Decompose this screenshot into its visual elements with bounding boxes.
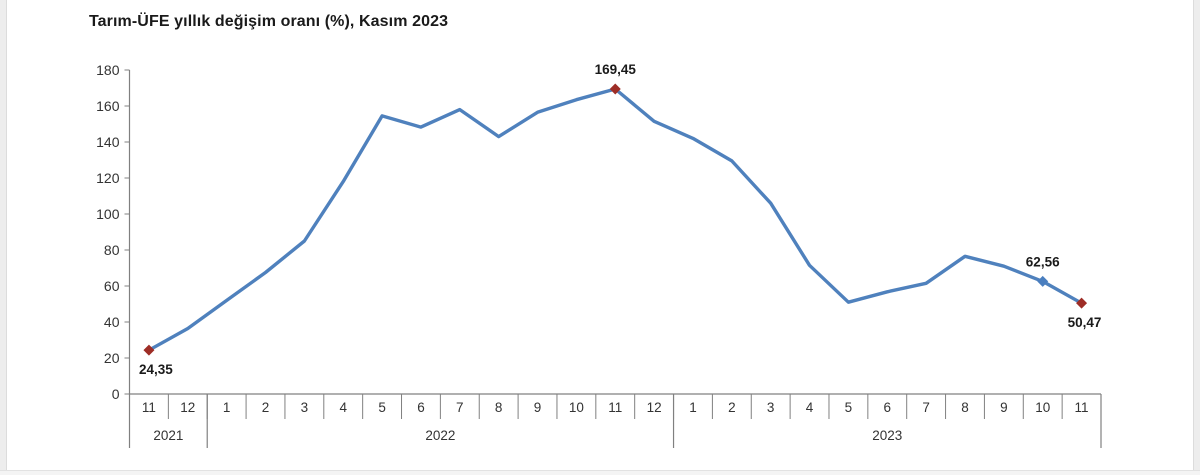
month-tick-label: 7: [456, 400, 464, 415]
y-tick-label: 40: [104, 314, 120, 330]
month-tick-label: 11: [608, 400, 622, 415]
month-tick-label: 12: [180, 400, 195, 415]
month-tick-label: 11: [1075, 400, 1089, 415]
month-tick-label: 5: [845, 400, 853, 415]
y-tick-label: 120: [96, 170, 120, 186]
year-label: 2021: [153, 428, 183, 443]
month-tick-label: 9: [1000, 400, 1008, 415]
y-tick-label: 160: [96, 98, 120, 114]
data-point-marker: [1076, 297, 1088, 309]
data-labels: 24,35 169,45 62,56 50,47: [139, 62, 1101, 377]
month-tick-label: 9: [534, 400, 542, 415]
month-tick-label: 7: [922, 400, 930, 415]
month-tick-label: 2: [728, 400, 736, 415]
month-tick-label: 3: [301, 400, 309, 415]
data-point-marker: [609, 83, 621, 95]
month-tick-label: 8: [495, 400, 503, 415]
y-axis: 0 20 40 60 80 100 120 140 160 180: [96, 62, 131, 402]
month-tick-label: 8: [961, 400, 969, 415]
data-point-marker: [1037, 275, 1049, 287]
data-label: 24,35: [139, 362, 173, 377]
y-tick-label: 100: [96, 206, 120, 222]
y-tick-label: 60: [104, 278, 120, 294]
month-tick-label: 1: [223, 400, 231, 415]
page-right-edge: [1193, 0, 1200, 475]
y-tick-label: 0: [112, 386, 120, 402]
month-tick-label: 3: [767, 400, 775, 415]
series-line: [147, 87, 1084, 352]
year-label: 2022: [425, 428, 455, 443]
month-tick-label: 10: [569, 400, 584, 415]
month-tick-label: 4: [806, 400, 814, 415]
data-point-markers: [143, 83, 1088, 356]
year-label: 2023: [872, 428, 902, 443]
y-tick-label: 20: [104, 350, 120, 366]
month-tick-label: 2: [262, 400, 270, 415]
month-tick-label: 6: [417, 400, 425, 415]
page-bottom-edge: [0, 470, 1200, 475]
data-point-marker: [143, 344, 155, 356]
month-tick-label: 11: [142, 400, 156, 415]
y-tick-label: 180: [96, 62, 120, 78]
month-tick-label: 5: [378, 400, 386, 415]
month-tick-label: 1: [689, 400, 697, 415]
data-label: 169,45: [595, 62, 637, 77]
data-label: 50,47: [1068, 315, 1102, 330]
y-tick-label: 80: [104, 242, 120, 258]
month-tick-label: 6: [884, 400, 892, 415]
chart-title: Tarım-ÜFE yıllık değişim oranı (%), Kası…: [89, 13, 449, 30]
data-label: 62,56: [1026, 254, 1060, 269]
month-tick-label: 10: [1035, 400, 1050, 415]
page-left-edge: [0, 0, 7, 475]
month-tick-label: 4: [339, 400, 347, 415]
y-tick-label: 140: [96, 134, 120, 150]
month-tick-label: 12: [647, 400, 662, 415]
